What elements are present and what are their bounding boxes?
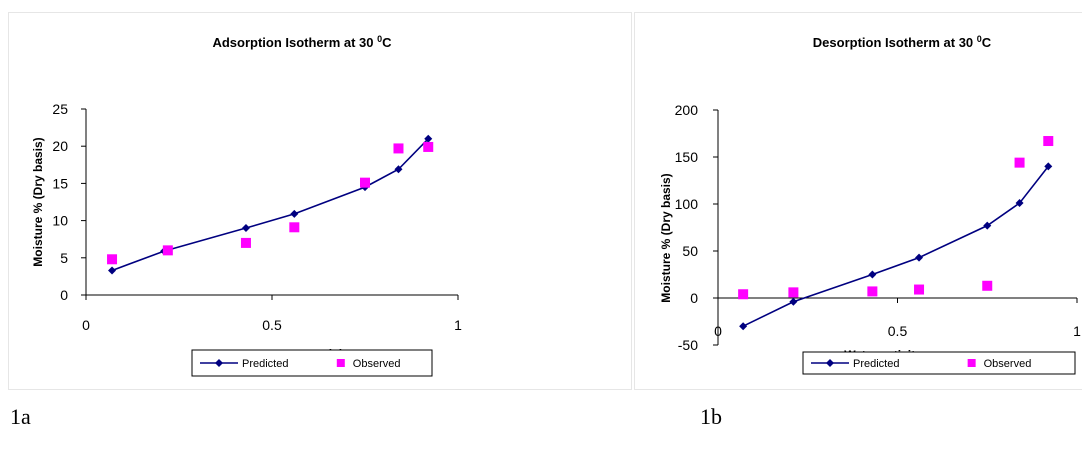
observed-point — [982, 280, 993, 291]
x-tick-label: 1 — [1073, 323, 1081, 339]
observed-point — [867, 286, 878, 297]
predicted-point — [915, 253, 924, 262]
observed-point — [289, 222, 300, 233]
chart-title-superscript: 0 — [977, 34, 982, 44]
x-tick-label: 0 — [82, 317, 90, 333]
observed-point — [360, 177, 370, 188]
legend-observed-label: Observed — [353, 358, 401, 370]
observed-point — [788, 287, 799, 298]
y-tick-label: 5 — [60, 250, 68, 266]
predicted-point — [424, 134, 433, 143]
predicted-point — [108, 266, 117, 275]
legend-predicted-marker — [215, 359, 223, 367]
y-tick-label: 200 — [675, 102, 699, 118]
observed-point — [423, 141, 434, 152]
caption-1b: 1b — [700, 404, 722, 429]
y-axis-label: Moisture % (Dry basis) — [659, 173, 673, 302]
y-tick-label: 0 — [690, 290, 698, 306]
x-tick-label: 0 — [714, 323, 722, 339]
chart-title: Desorption Isotherm at 30 0C — [813, 34, 992, 50]
legend-predicted-label: Predicted — [853, 358, 899, 370]
predicted-point — [983, 221, 992, 230]
y-tick-label: 150 — [675, 149, 699, 165]
caption-1a: 1a — [10, 404, 31, 429]
observed-point — [107, 254, 118, 265]
y-tick-label: 10 — [52, 213, 68, 229]
legend-predicted-label: Predicted — [242, 358, 288, 370]
series-line-predicted — [742, 165, 1049, 327]
observed-point — [738, 289, 749, 300]
y-tick-label: 15 — [52, 175, 68, 191]
chart-title-text: Desorption Isotherm at 30 — [813, 35, 977, 50]
legend-observed-marker — [967, 359, 976, 367]
chart-title-unit: C — [382, 35, 392, 50]
predicted-point — [241, 224, 250, 233]
series-line-predicted — [111, 138, 429, 272]
y-tick-label: 0 — [60, 287, 68, 303]
predicted-point — [868, 270, 877, 279]
observed-point — [914, 284, 925, 295]
legend-predicted-marker — [826, 359, 834, 367]
chart-frame-right — [634, 12, 1082, 390]
y-axis-label: Moisture % (Dry basis) — [31, 137, 45, 266]
chart-title: Adsorption Isotherm at 30 0C — [212, 34, 392, 50]
x-tick-label: 1 — [454, 317, 462, 333]
observed-point — [162, 245, 173, 256]
legend-observed-label: Observed — [984, 358, 1032, 370]
predicted-point — [1044, 162, 1053, 171]
predicted-point — [739, 322, 748, 331]
y-tick-label: 20 — [52, 138, 68, 154]
y-tick-label: -50 — [678, 337, 698, 353]
observed-point — [1014, 157, 1025, 168]
predicted-point — [789, 297, 798, 306]
chart-title-unit: C — [982, 35, 992, 50]
chart-frame-left — [8, 12, 632, 390]
predicted-point — [394, 165, 403, 174]
chart-title-text: Adsorption Isotherm at 30 — [212, 35, 377, 50]
chart-title-superscript: 0 — [377, 34, 382, 44]
observed-point — [393, 143, 404, 154]
x-tick-label: 0.5 — [888, 323, 908, 339]
legend-observed-marker — [336, 359, 345, 367]
y-tick-label: 50 — [682, 243, 698, 259]
observed-point — [1043, 136, 1054, 147]
predicted-point — [1015, 199, 1024, 208]
legend-box — [802, 351, 1076, 375]
desorption-chart: Desorption Isotherm at 30 0C-50050100150… — [659, 34, 1081, 375]
observed-point — [240, 237, 251, 248]
y-tick-label: 100 — [675, 196, 699, 212]
predicted-point — [290, 209, 299, 218]
y-tick-label: 25 — [52, 101, 68, 117]
x-tick-label: 0.5 — [262, 317, 282, 333]
